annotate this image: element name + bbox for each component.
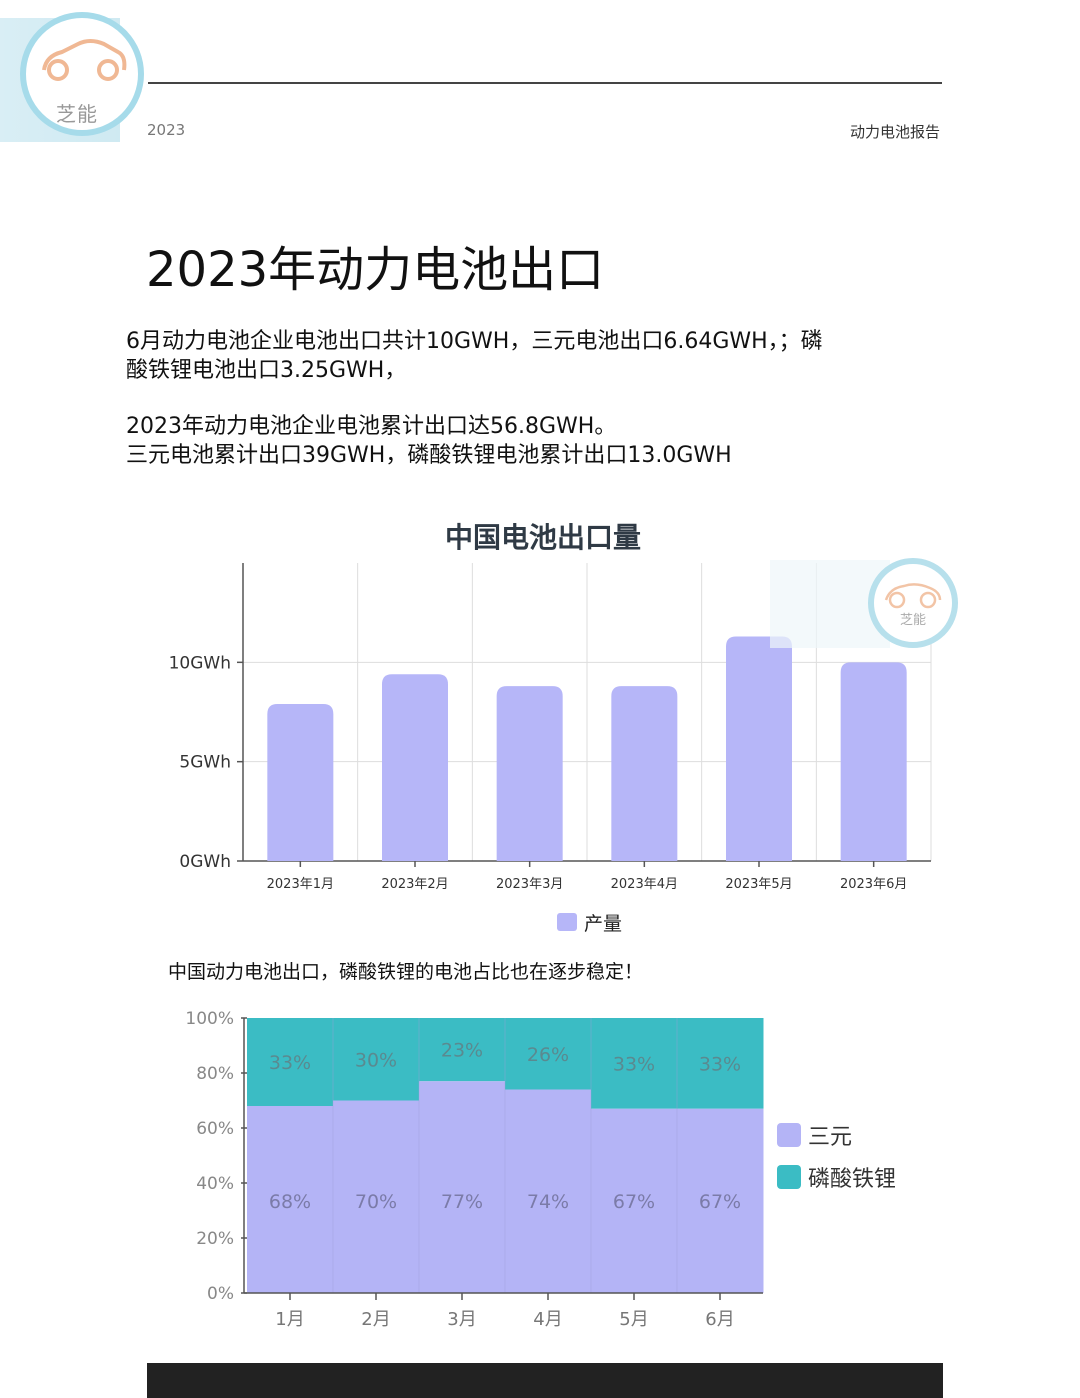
data-label-ternary: 68% — [269, 1191, 311, 1213]
y-tick-label: 40% — [196, 1174, 234, 1194]
paragraph-line: 酸铁锂电池出口3.25GWH， — [126, 358, 407, 383]
stack-segment-ternary — [247, 1106, 334, 1293]
x-tick-label: 1月 — [275, 1309, 304, 1330]
legend-label-ternary: 三元 — [808, 1125, 852, 1150]
page-title: 2023年动力电池出口 — [146, 242, 605, 298]
y-tick-label: 60% — [196, 1119, 234, 1139]
bar — [496, 686, 563, 861]
paragraph-monthly-export: 6月动力电池企业电池出口共计10GWH，三元电池出口6.64GWH，；磷 酸铁锂… — [126, 327, 823, 385]
data-label-ternary: 77% — [441, 1191, 483, 1213]
logo-text: 芝能 — [56, 102, 98, 126]
paragraph-line: 2023年动力电池企业电池累计出口达56.8GWH。 — [126, 414, 617, 439]
stack-segment-ternary — [419, 1081, 506, 1293]
stack-segment-ternary — [333, 1100, 420, 1293]
stack-segment-lfp — [419, 1018, 506, 1082]
header-divider — [148, 82, 942, 84]
stack-segment-lfp — [505, 1018, 592, 1090]
header-year: 2023 — [147, 121, 186, 139]
paragraph-line: 三元电池累计出口39GWH，磷酸铁锂电池累计出口13.0GWH — [126, 443, 732, 468]
bar — [611, 686, 678, 861]
data-label-lfp: 33% — [699, 1053, 741, 1075]
chart-title: 中国电池出口量 — [445, 521, 641, 554]
data-label-ternary: 74% — [527, 1191, 569, 1213]
data-label-lfp: 33% — [269, 1052, 311, 1074]
bar — [382, 674, 448, 861]
bar — [267, 704, 334, 861]
y-tick-label: 0GWh — [179, 852, 231, 872]
stack-segment-ternary — [677, 1108, 764, 1293]
y-tick-label: 10GWh — [169, 653, 231, 673]
stack-segment-lfp — [677, 1018, 764, 1109]
data-label-ternary: 70% — [355, 1191, 397, 1213]
stack-segment-lfp — [247, 1018, 334, 1106]
share-chart-caption: 中国动力电池出口，磷酸铁锂的电池占比也在逐步稳定！ — [168, 961, 644, 983]
brand-logo: 芝能 — [0, 12, 146, 144]
y-tick-label: 0% — [207, 1284, 234, 1304]
x-tick-label: 2023年5月 — [725, 877, 792, 892]
bar — [726, 636, 792, 861]
x-tick-label: 2023年1月 — [267, 877, 334, 892]
data-label-ternary: 67% — [613, 1191, 655, 1213]
x-tick-label: 3月 — [447, 1309, 476, 1330]
data-label-lfp: 30% — [355, 1049, 397, 1071]
data-label-lfp: 33% — [613, 1053, 655, 1075]
x-tick-label: 2月 — [361, 1309, 390, 1330]
paragraph-line: 6月动力电池企业电池出口共计10GWH，三元电池出口6.64GWH，；磷 — [126, 329, 823, 354]
y-tick-label: 80% — [196, 1064, 234, 1084]
stack-segment-ternary — [591, 1108, 678, 1293]
export-volume-chart: 中国电池出口量 0GWh 5GWh 10GWh 2023年1月 2023年2月 2023年3… — [169, 521, 958, 935]
watermark-text: 芝能 — [900, 612, 926, 628]
stack-segment-lfp — [591, 1018, 678, 1109]
header-report-title: 动力电池报告 — [849, 123, 940, 141]
legend-label-lfp: 磷酸铁锂 — [808, 1167, 896, 1192]
legend-swatch-lfp — [777, 1165, 801, 1189]
x-tick-label: 2023年2月 — [381, 877, 448, 892]
y-tick-label: 100% — [185, 1009, 234, 1029]
legend-label: 产量 — [584, 913, 622, 935]
legend-swatch — [557, 913, 577, 931]
stack-segment-lfp — [333, 1018, 420, 1101]
watermark-logo: 芝能 — [770, 558, 958, 648]
x-tick-label: 2023年6月 — [840, 877, 907, 892]
x-tick-label: 2023年4月 — [611, 877, 678, 892]
bar — [840, 662, 907, 861]
x-tick-label: 6月 — [705, 1309, 734, 1330]
stack-segment-ternary — [505, 1089, 592, 1293]
footer-bar — [147, 1363, 943, 1398]
x-tick-label: 4月 — [533, 1309, 562, 1330]
data-label-lfp: 26% — [527, 1044, 569, 1066]
y-tick-label: 5GWh — [179, 753, 231, 773]
legend-swatch-ternary — [777, 1123, 801, 1147]
x-tick-label: 5月 — [619, 1309, 648, 1330]
data-label-ternary: 67% — [699, 1191, 741, 1213]
data-label-lfp: 23% — [441, 1040, 483, 1062]
y-tick-label: 20% — [196, 1229, 234, 1249]
paragraph-cumulative-export: 2023年动力电池企业电池累计出口达56.8GWH。 三元电池累计出口39GWH… — [126, 412, 732, 470]
x-tick-label: 2023年3月 — [496, 877, 563, 892]
car-logo-icon — [42, 39, 127, 81]
